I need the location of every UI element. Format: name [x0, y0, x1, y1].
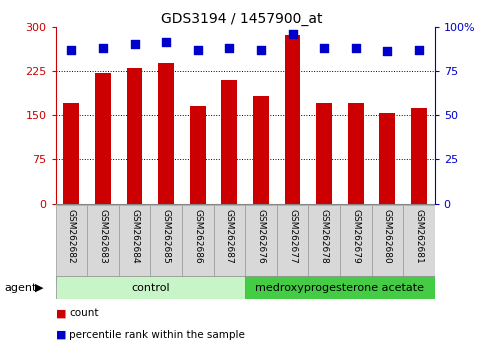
Point [257, 47, 265, 52]
Bar [253, 96, 269, 204]
Bar [284, 35, 300, 204]
Text: percentile rank within the sample: percentile rank within the sample [69, 330, 245, 339]
Bar [190, 106, 206, 204]
Text: GSM262678: GSM262678 [320, 209, 328, 264]
Text: GSM262682: GSM262682 [67, 209, 76, 264]
Bar [245, 276, 435, 299]
Bar [127, 68, 142, 204]
Bar [182, 205, 213, 281]
Bar [56, 276, 245, 299]
Point [384, 48, 391, 54]
Bar [403, 205, 435, 281]
Point [131, 41, 139, 47]
Bar [380, 113, 395, 204]
Bar [316, 103, 332, 204]
Bar [119, 205, 150, 281]
Text: GSM262681: GSM262681 [414, 209, 424, 264]
Bar [277, 205, 308, 281]
Bar [158, 63, 174, 204]
Point [289, 31, 297, 36]
Point [99, 45, 107, 51]
Bar [63, 103, 79, 204]
Bar [348, 103, 364, 204]
Bar [308, 205, 340, 281]
Bar [213, 205, 245, 281]
Text: GSM262685: GSM262685 [162, 209, 170, 264]
Bar [245, 205, 277, 281]
Point [68, 47, 75, 52]
Bar [221, 80, 237, 204]
Bar [87, 205, 119, 281]
Text: GDS3194 / 1457900_at: GDS3194 / 1457900_at [161, 12, 322, 27]
Text: GSM262686: GSM262686 [193, 209, 202, 264]
Text: count: count [69, 308, 99, 318]
Point [162, 40, 170, 45]
Point [352, 45, 359, 51]
Text: ■: ■ [56, 308, 66, 318]
Text: GSM262684: GSM262684 [130, 209, 139, 264]
Bar [95, 73, 111, 204]
Text: ■: ■ [56, 330, 66, 339]
Bar [340, 205, 371, 281]
Text: medroxyprogesterone acetate: medroxyprogesterone acetate [256, 282, 425, 293]
Point [415, 47, 423, 52]
Point [226, 45, 233, 51]
Bar [371, 205, 403, 281]
Bar [56, 205, 87, 281]
Text: GSM262676: GSM262676 [256, 209, 266, 264]
Text: control: control [131, 282, 170, 293]
Text: ▶: ▶ [35, 282, 44, 293]
Text: GSM262687: GSM262687 [225, 209, 234, 264]
Text: GSM262683: GSM262683 [99, 209, 107, 264]
Text: GSM262677: GSM262677 [288, 209, 297, 264]
Bar [150, 205, 182, 281]
Text: GSM262680: GSM262680 [383, 209, 392, 264]
Point [320, 45, 328, 51]
Point [194, 47, 201, 52]
Text: agent: agent [5, 282, 37, 293]
Text: GSM262679: GSM262679 [351, 209, 360, 264]
Bar [411, 108, 427, 204]
